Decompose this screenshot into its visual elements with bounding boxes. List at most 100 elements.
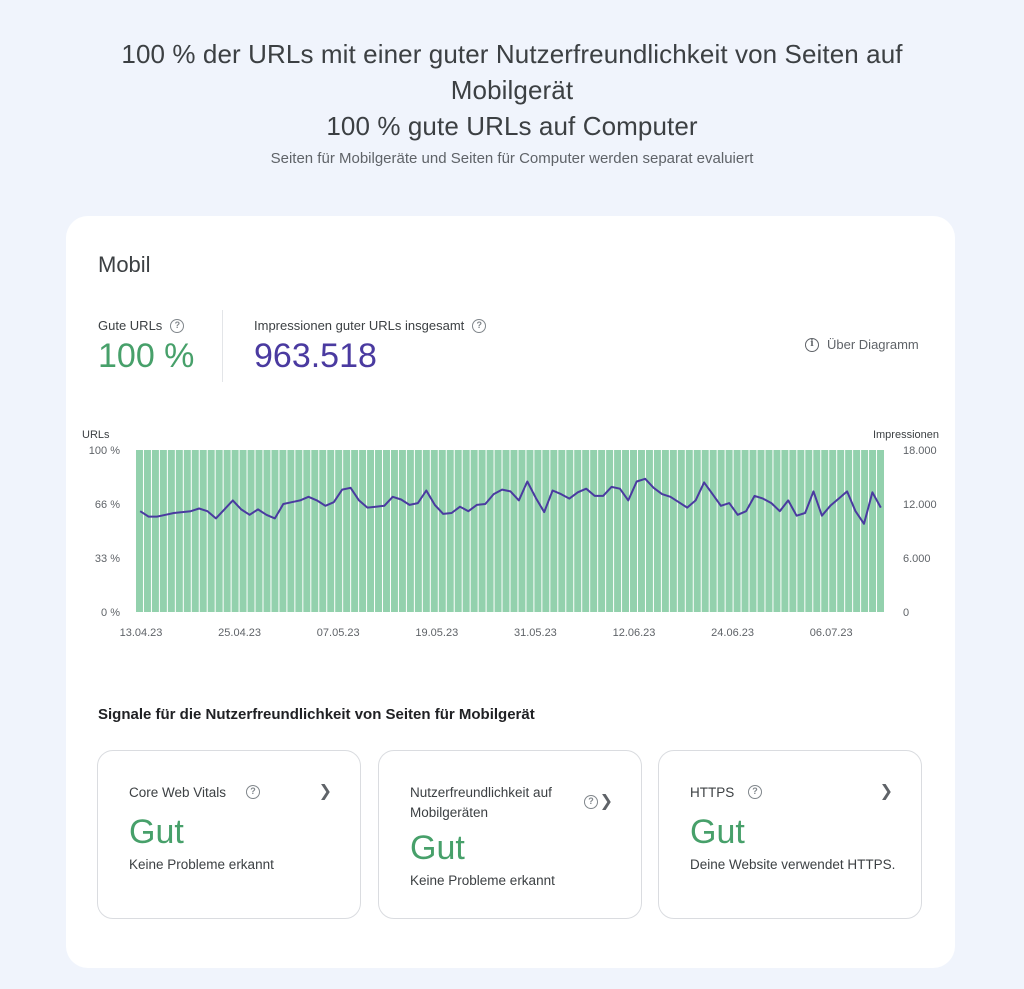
bar-mark [231, 450, 239, 612]
bar-mark [446, 450, 454, 612]
left-tick-label: 0 % [101, 607, 120, 619]
bar-mark [327, 450, 335, 612]
x-tick-label: 24.06.23 [711, 627, 754, 639]
metric-divider [222, 310, 223, 382]
bar-mark [805, 450, 813, 612]
bar-mark [454, 450, 462, 612]
bar-mark [821, 450, 829, 612]
bar-mark [574, 450, 582, 612]
bar-mark [685, 450, 693, 612]
signal-card-https[interactable]: HTTPS ? ❯ Gut Deine Website verwendet HT… [658, 750, 922, 919]
bar-mark [311, 450, 319, 612]
bar-mark [717, 450, 725, 612]
bar-mark [470, 450, 478, 612]
signal-name: HTTPS [690, 785, 735, 800]
bar-mark [582, 450, 590, 612]
bar-mark [757, 450, 765, 612]
bar-mark [669, 450, 677, 612]
bar-mark [279, 450, 287, 612]
left-axis-ticks: 0 % 33 % 66 % 100 % [89, 445, 120, 619]
bar-mark [430, 450, 438, 612]
bar-mark [462, 450, 470, 612]
right-tick-label: 6.000 [903, 553, 931, 565]
bar-mark [183, 450, 191, 612]
bar-mark [390, 450, 398, 612]
page-header: 100 % der URLs mit einer guter Nutzerfre… [0, 36, 1024, 167]
left-tick-label: 100 % [89, 445, 120, 457]
bar-mark [701, 450, 709, 612]
page-title-line-3: 100 % gute URLs auf Computer [326, 111, 698, 141]
help-icon[interactable]: ? [170, 318, 185, 333]
bar-mark [813, 450, 821, 612]
bar-mark [239, 450, 247, 612]
x-tick-label: 31.05.23 [514, 627, 557, 639]
mobile-card: Mobil Gute URLs ? 100 % Impressionen gut… [66, 216, 955, 968]
bar-mark [247, 450, 255, 612]
bar-mark [359, 450, 367, 612]
bar-mark [422, 450, 430, 612]
bar-mark [199, 450, 207, 612]
bar-mark [303, 450, 311, 612]
signal-header: Nutzerfreundlichkeit auf Mobilgeräten ? [410, 783, 598, 823]
bar-mark [383, 450, 390, 612]
left-tick-label: 66 % [95, 499, 120, 511]
page-title-line-2: Mobilgerät [450, 75, 574, 105]
help-icon[interactable]: ? [246, 785, 260, 799]
bar-mark [773, 450, 781, 612]
x-tick-label: 19.05.23 [415, 627, 458, 639]
good-urls-metric: Gute URLs ? 100 % [98, 318, 194, 376]
bar-mark [877, 450, 884, 612]
bar-mark [566, 450, 574, 612]
bar-mark [861, 450, 869, 612]
signals-section-title: Signale für die Nutzerfreundlichkeit von… [98, 706, 535, 723]
bar-mark [263, 450, 271, 612]
bar-mark [351, 450, 359, 612]
bar-mark [614, 450, 622, 612]
about-chart-button[interactable]: i Über Diagramm [805, 337, 919, 352]
bar-mark [159, 450, 167, 612]
bar-mark [725, 450, 733, 612]
left-tick-label: 33 % [95, 553, 120, 565]
signal-description: Keine Probleme erkannt [410, 873, 555, 888]
left-axis-label: URLs [82, 429, 110, 441]
bar-mark [375, 450, 383, 612]
bar-mark [151, 450, 159, 612]
signal-card-core-web-vitals[interactable]: Core Web Vitals ? ❯ Gut Keine Probleme e… [97, 750, 361, 919]
bar-mark [677, 450, 685, 612]
good-urls-label: Gute URLs [98, 318, 163, 333]
help-icon[interactable]: ? [748, 785, 762, 799]
bar-mark [590, 450, 598, 612]
signal-name: Core Web Vitals [129, 785, 227, 800]
bar-mark [191, 450, 199, 612]
good-urls-label-row: Gute URLs ? [98, 318, 194, 333]
bar-mark [789, 450, 797, 612]
bar-mark [845, 450, 853, 612]
chevron-right-icon: ❯ [318, 783, 332, 800]
bar-series [136, 450, 884, 612]
page-subtitle: Seiten für Mobilgeräte und Seiten für Co… [270, 150, 754, 167]
bar-mark [414, 450, 422, 612]
bar-mark [829, 450, 837, 612]
right-axis-ticks: 0 6.000 12.000 18.000 [903, 445, 937, 619]
bar-mark [319, 450, 327, 612]
signal-card-mobile-usability[interactable]: Nutzerfreundlichkeit auf Mobilgeräten ? … [378, 750, 642, 919]
bar-mark [207, 450, 215, 612]
bar-mark [335, 450, 343, 612]
bar-mark [215, 450, 223, 612]
about-chart-label: Über Diagramm [827, 337, 919, 352]
urls-impressions-chart: URLs Impressionen 0 % 33 % 66 % 100 % 0 6.00… [82, 429, 939, 639]
impressions-metric: Impressionen guter URLs insgesamt ? 963.… [254, 318, 487, 376]
signal-header: HTTPS ? [690, 783, 870, 803]
bar-mark [837, 450, 845, 612]
help-icon[interactable]: ? [584, 795, 598, 809]
help-icon[interactable]: ? [472, 318, 487, 333]
bar-mark [295, 450, 303, 612]
bar-mark [630, 450, 637, 612]
bar-mark [733, 450, 741, 612]
x-tick-label: 25.04.23 [218, 627, 261, 639]
bar-mark [136, 450, 143, 612]
bar-mark [653, 450, 661, 612]
bar-mark [502, 450, 510, 612]
bar-mark [518, 450, 526, 612]
page-title-line-1: 100 % der URLs mit einer guter Nutzerfre… [121, 39, 903, 69]
